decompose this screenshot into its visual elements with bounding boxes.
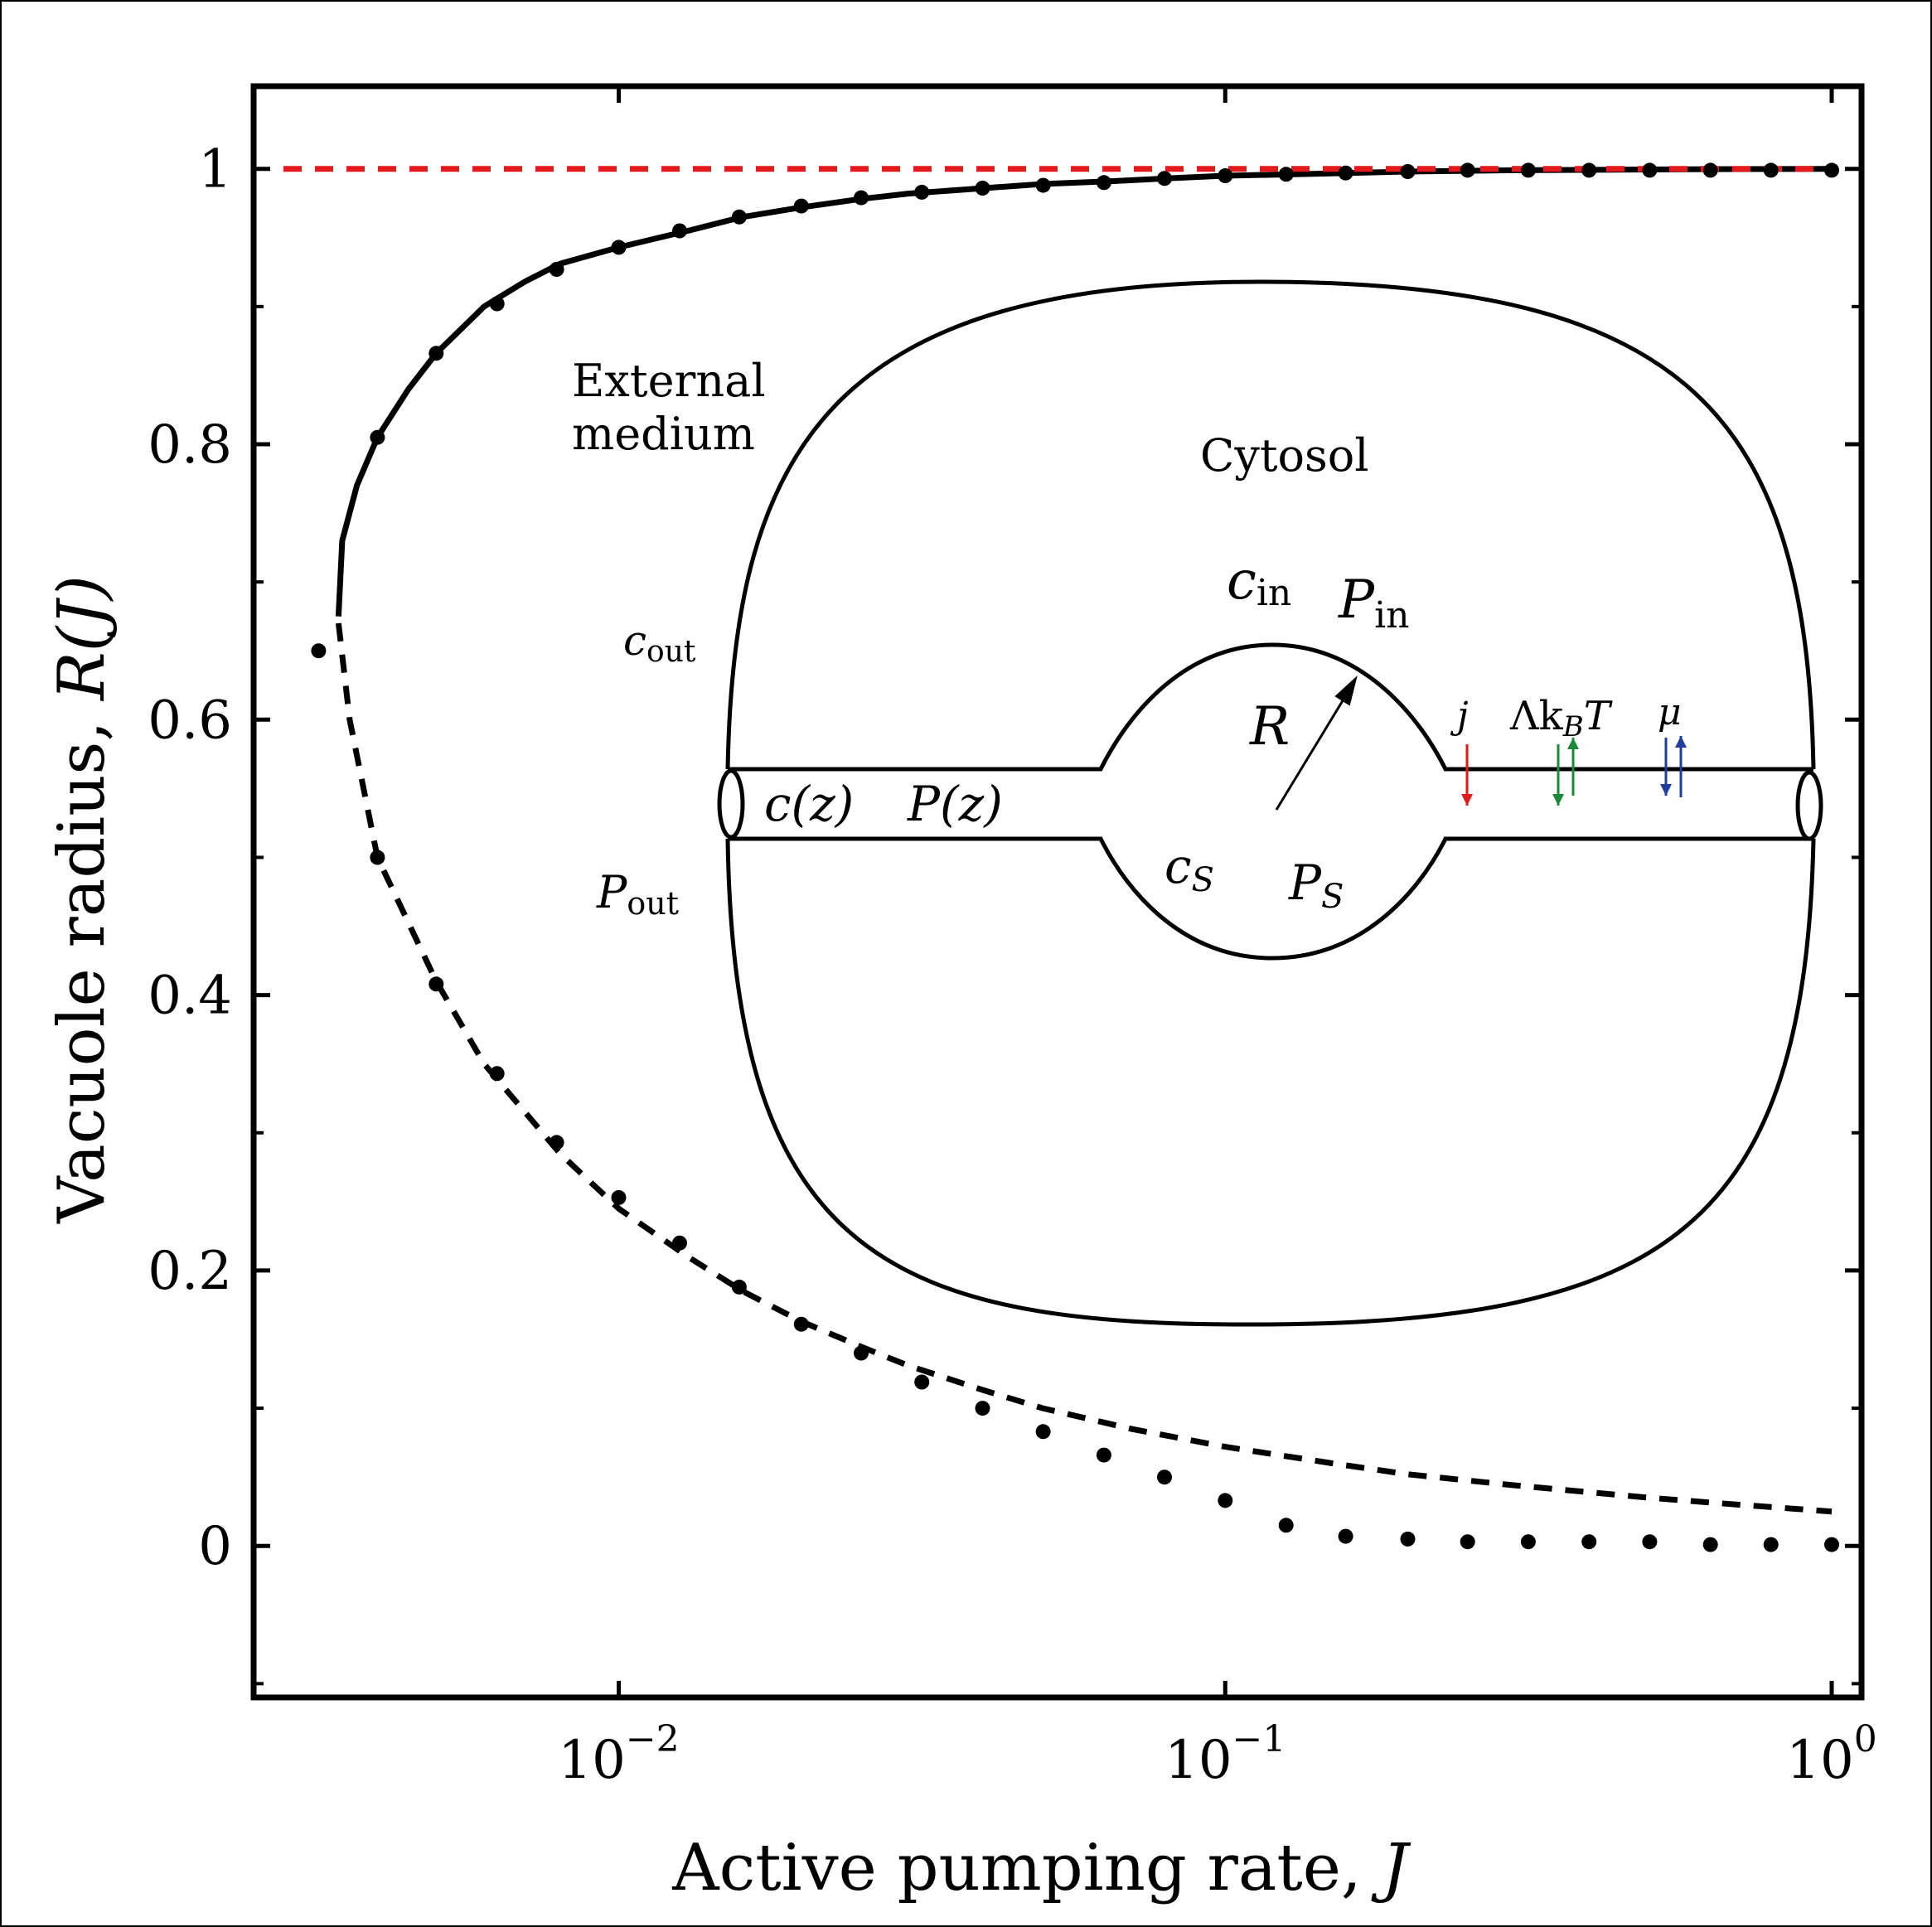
y-tick-label: 0.8 bbox=[148, 414, 232, 476]
channel-lower-wall bbox=[728, 836, 1813, 961]
label-mu: μ bbox=[1658, 691, 1682, 734]
lower-marker bbox=[1702, 1537, 1718, 1552]
lower-marker bbox=[1824, 1537, 1839, 1552]
upper-marker bbox=[793, 198, 809, 214]
upper-marker bbox=[1218, 168, 1233, 183]
lower-marker bbox=[1278, 1518, 1294, 1533]
schematic-labels: External medium Cytosol cin Pin cout Pou… bbox=[572, 355, 1682, 922]
channel-right-opening bbox=[1795, 770, 1823, 841]
radius-arrowhead bbox=[1334, 675, 1358, 706]
label-c-in: cin bbox=[1227, 550, 1291, 614]
lower-marker bbox=[429, 976, 444, 992]
axis-ticks bbox=[254, 86, 1862, 1697]
lower-marker bbox=[1157, 1469, 1172, 1485]
label-P-out: Pout bbox=[596, 866, 679, 922]
markers bbox=[311, 162, 1839, 1552]
lower-marker bbox=[1642, 1534, 1658, 1550]
cell-outline bbox=[725, 279, 1816, 1327]
x-tick-label: 10−1 bbox=[1165, 1718, 1286, 1791]
lower-marker bbox=[1581, 1534, 1597, 1550]
flux-arrows bbox=[1461, 736, 1687, 806]
label-lambda-kbt: ΛkBT bbox=[1509, 693, 1613, 743]
label-P-in: Pin bbox=[1338, 569, 1409, 637]
label-c-z: c(z) bbox=[764, 776, 854, 832]
upper-marker bbox=[1035, 177, 1051, 193]
lower-marker bbox=[1218, 1493, 1233, 1508]
lower-marker bbox=[370, 850, 385, 865]
y-tick-label: 0 bbox=[198, 1516, 232, 1577]
lower-marker bbox=[1460, 1534, 1475, 1550]
upper-marker bbox=[854, 190, 869, 206]
upper-marker bbox=[1824, 162, 1839, 178]
vacuole-schematic bbox=[717, 279, 1823, 1327]
lower-marker bbox=[311, 643, 327, 659]
upper-marker bbox=[1581, 162, 1597, 178]
upper-marker bbox=[672, 223, 687, 239]
lower-marker bbox=[611, 1189, 627, 1205]
lower-marker bbox=[672, 1235, 687, 1251]
lower-marker bbox=[854, 1345, 869, 1361]
lower-marker bbox=[549, 1135, 564, 1150]
label-R: R bbox=[1249, 696, 1290, 758]
label-P-S: PS bbox=[1288, 855, 1344, 916]
lower-marker bbox=[489, 1066, 505, 1082]
upper-marker bbox=[370, 429, 385, 445]
channel-left-opening bbox=[717, 768, 745, 840]
lower-marker bbox=[975, 1401, 990, 1416]
y-tick-label: 1 bbox=[198, 139, 232, 201]
lower-marker bbox=[1400, 1531, 1416, 1547]
upper-marker bbox=[1096, 175, 1111, 191]
y-tick-labels: 0 0.2 0.4 0.6 0.8 1 bbox=[148, 139, 232, 1578]
mu-arrow-down-head bbox=[1660, 784, 1672, 796]
upper-marker bbox=[1702, 162, 1718, 178]
lambda-arrow-down-head bbox=[1552, 794, 1564, 806]
x-tick-label: 100 bbox=[1786, 1718, 1876, 1791]
upper-marker bbox=[1763, 162, 1779, 178]
upper-marker bbox=[1157, 171, 1172, 186]
lambda-arrow-up-head bbox=[1567, 738, 1579, 749]
y-tick-label: 0.2 bbox=[148, 1241, 232, 1302]
x-axis-title: Active pumping rate, J bbox=[671, 1831, 1411, 1905]
lower-marker bbox=[914, 1374, 930, 1390]
y-tick-label: 0.4 bbox=[148, 966, 232, 1027]
lower-marker bbox=[1520, 1534, 1536, 1550]
lower-marker bbox=[1096, 1447, 1111, 1463]
label-c-out: cout bbox=[623, 617, 696, 669]
upper-marker bbox=[611, 240, 627, 255]
upper-marker bbox=[731, 209, 747, 225]
label-cytosol: Cytosol bbox=[1200, 429, 1369, 482]
x-tick-labels: 10−2 10−1 100 bbox=[558, 1718, 1876, 1791]
lower-marker bbox=[1338, 1528, 1353, 1544]
upper-marker bbox=[489, 296, 505, 312]
upper-marker bbox=[1338, 165, 1353, 181]
upper-marker bbox=[1278, 167, 1294, 182]
upper-marker bbox=[914, 184, 930, 200]
j-arrow-down-head bbox=[1461, 794, 1473, 806]
label-external-medium-1: External bbox=[572, 355, 766, 407]
upper-marker bbox=[1642, 162, 1658, 178]
unstable-branch-curve bbox=[335, 622, 1833, 1515]
y-tick-label: 0.6 bbox=[148, 690, 232, 751]
lower-marker bbox=[1763, 1537, 1779, 1552]
plot-frame bbox=[250, 83, 1865, 1701]
label-c-S: cS bbox=[1165, 838, 1214, 899]
lower-marker bbox=[731, 1279, 747, 1295]
upper-marker bbox=[549, 262, 564, 277]
upper-marker bbox=[1460, 162, 1475, 178]
upper-marker bbox=[1520, 162, 1536, 178]
radius-arrow bbox=[1275, 682, 1355, 811]
lower-marker bbox=[1035, 1424, 1051, 1440]
label-external-medium-2: medium bbox=[572, 408, 755, 460]
upper-marker bbox=[1400, 164, 1416, 179]
x-tick-label: 10−2 bbox=[558, 1718, 679, 1791]
channel-upper-wall bbox=[728, 642, 1813, 772]
lower-marker bbox=[793, 1316, 809, 1332]
label-P-z: P(z) bbox=[907, 776, 1003, 832]
upper-marker bbox=[975, 181, 990, 196]
upper-marker bbox=[429, 346, 444, 361]
mu-arrow-up-head bbox=[1675, 736, 1687, 748]
y-axis-title: Vacuole radius, R(J) bbox=[45, 575, 119, 1224]
